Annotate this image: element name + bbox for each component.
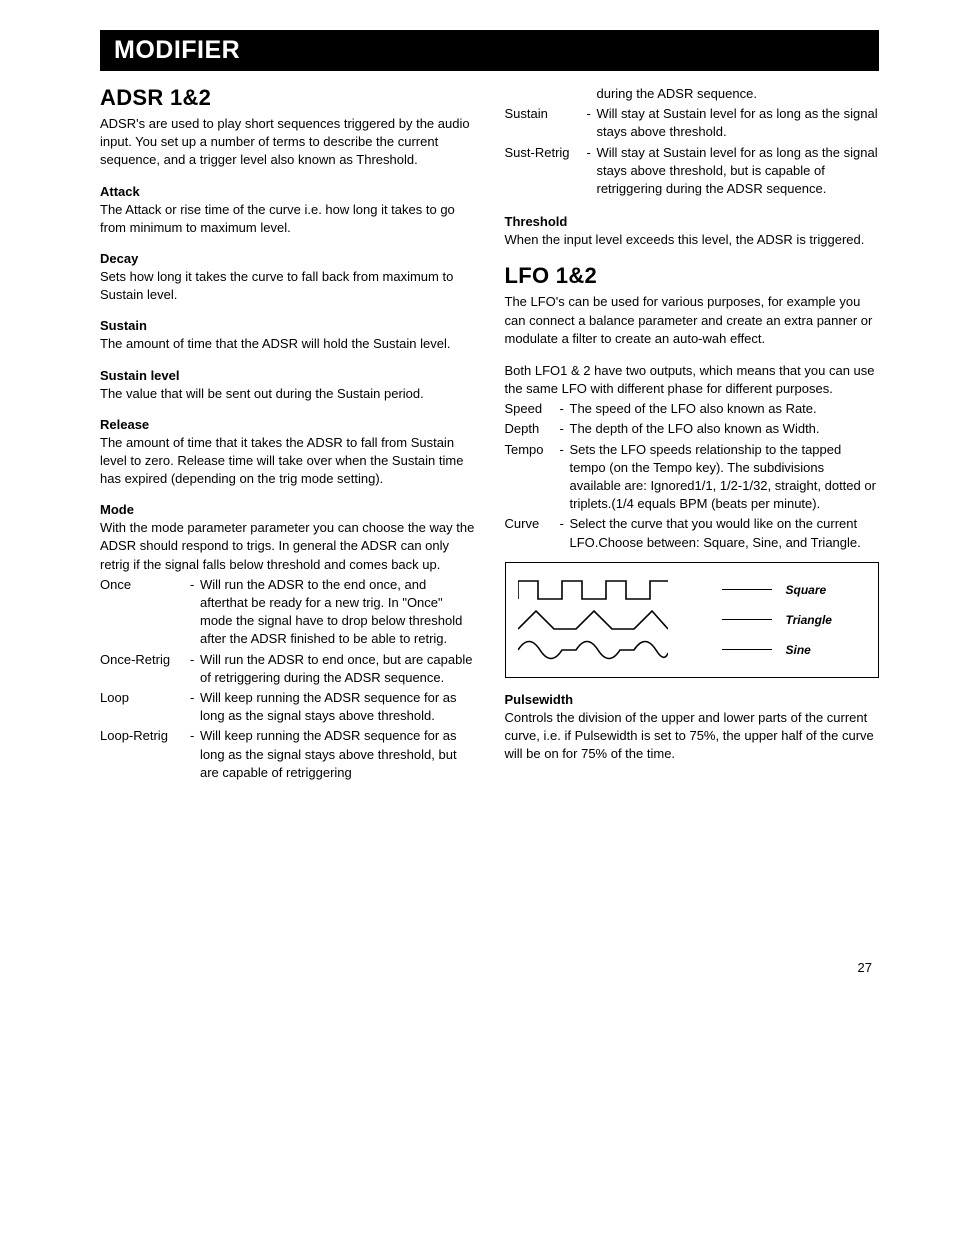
term-body: The amount of time that the ADSR will ho…	[100, 335, 475, 353]
dash: -	[587, 144, 597, 201]
term-body: The amount of time that it takes the ADS…	[100, 434, 475, 489]
dash: -	[560, 515, 570, 553]
term-body: With the mode parameter parameter you ca…	[100, 519, 475, 574]
wave-label: Triangle	[786, 613, 832, 627]
mode-row: Loop - Will keep running the ADSR sequen…	[100, 689, 475, 727]
mode-key: Once	[100, 576, 190, 651]
param-key: Tempo	[505, 441, 560, 516]
mode-key	[505, 85, 587, 105]
dash: -	[190, 689, 200, 727]
param-val: The depth of the LFO also known as Width…	[570, 420, 880, 440]
mode-list-cont: - during the ADSR sequence. Sustain - Wi…	[505, 85, 880, 200]
lfo-param-list: Speed - The speed of the LFO also known …	[505, 400, 880, 554]
mode-row: - during the ADSR sequence.	[505, 85, 880, 105]
param-key: Speed	[505, 400, 560, 420]
term-body: The Attack or rise time of the curve i.e…	[100, 201, 475, 237]
mode-key: Sustain	[505, 105, 587, 143]
mode-list: Once - Will run the ADSR to the end once…	[100, 576, 475, 784]
square-wave-icon	[518, 577, 668, 603]
dash: -	[587, 105, 597, 143]
term-title: Release	[100, 417, 475, 432]
wave-row-sine: Sine	[518, 637, 867, 663]
term-title: Threshold	[505, 214, 880, 229]
mode-key: Loop	[100, 689, 190, 727]
waveform-diagram: Square Triangle Sine	[505, 562, 880, 678]
param-key: Curve	[505, 515, 560, 553]
term-title: Pulsewidth	[505, 692, 880, 707]
term-body: Controls the division of the upper and l…	[505, 709, 880, 764]
manual-page: MODIFIER ADSR 1&2 ADSR's are used to pla…	[0, 0, 954, 1235]
triangle-wave-icon	[518, 607, 668, 633]
term-title: Mode	[100, 502, 475, 517]
term-attack: Attack The Attack or rise time of the cu…	[100, 184, 475, 237]
mode-row: Loop-Retrig - Will keep running the ADSR…	[100, 727, 475, 784]
sine-wave-icon	[518, 637, 668, 663]
section-banner: MODIFIER	[100, 30, 879, 71]
mode-key: Sust-Retrig	[505, 144, 587, 201]
param-row: Tempo - Sets the LFO speeds relationship…	[505, 441, 880, 516]
wave-row-square: Square	[518, 577, 867, 603]
term-title: Sustain level	[100, 368, 475, 383]
term-body: The value that will be sent out during t…	[100, 385, 475, 403]
dash: -	[190, 576, 200, 651]
mode-val: Will keep running the ADSR sequence for …	[200, 727, 475, 784]
right-column: - during the ADSR sequence. Sustain - Wi…	[505, 85, 880, 784]
term-decay: Decay Sets how long it takes the curve t…	[100, 251, 475, 304]
param-row: Depth - The depth of the LFO also known …	[505, 420, 880, 440]
term-body: When the input level exceeds this level,…	[505, 231, 880, 249]
dash: -	[190, 651, 200, 689]
wave-row-triangle: Triangle	[518, 607, 867, 633]
term-sustain: Sustain The amount of time that the ADSR…	[100, 318, 475, 353]
term-title: Decay	[100, 251, 475, 266]
lfo-heading: LFO 1&2	[505, 263, 880, 289]
mode-row: Once - Will run the ADSR to the end once…	[100, 576, 475, 651]
term-pulsewidth: Pulsewidth Controls the division of the …	[505, 692, 880, 764]
wave-label: Sine	[786, 643, 811, 657]
mode-val: Will stay at Sustain level for as long a…	[597, 144, 880, 201]
mode-row: Once-Retrig - Will run the ADSR to end o…	[100, 651, 475, 689]
lfo-intro-2: Both LFO1 & 2 have two outputs, which me…	[505, 362, 880, 398]
term-body: Sets how long it takes the curve to fall…	[100, 268, 475, 304]
dash: -	[560, 441, 570, 516]
divider-line	[722, 619, 772, 620]
page-number: 27	[858, 960, 872, 975]
mode-key: Loop-Retrig	[100, 727, 190, 784]
mode-val: Will run the ADSR to the end once, and a…	[200, 576, 475, 651]
lfo-intro-1: The LFO's can be used for various purpos…	[505, 293, 880, 348]
mode-val: Will stay at Sustain level for as long a…	[597, 105, 880, 143]
term-sustain-level: Sustain level The value that will be sen…	[100, 368, 475, 403]
adsr-heading: ADSR 1&2	[100, 85, 475, 111]
mode-row: Sustain - Will stay at Sustain level for…	[505, 105, 880, 143]
mode-val: during the ADSR sequence.	[597, 85, 880, 105]
param-val: The speed of the LFO also known as Rate.	[570, 400, 880, 420]
left-column: ADSR 1&2 ADSR's are used to play short s…	[100, 85, 475, 784]
dash: -	[190, 727, 200, 784]
term-release: Release The amount of time that it takes…	[100, 417, 475, 489]
two-column-layout: ADSR 1&2 ADSR's are used to play short s…	[100, 85, 879, 784]
mode-val: Will run the ADSR to end once, but are c…	[200, 651, 475, 689]
dash: -	[560, 420, 570, 440]
param-val: Sets the LFO speeds relationship to the …	[570, 441, 880, 516]
term-title: Attack	[100, 184, 475, 199]
mode-val: Will keep running the ADSR sequence for …	[200, 689, 475, 727]
mode-row: Sust-Retrig - Will stay at Sustain level…	[505, 144, 880, 201]
term-threshold: Threshold When the input level exceeds t…	[505, 214, 880, 249]
divider-line	[722, 589, 772, 590]
adsr-intro: ADSR's are used to play short sequences …	[100, 115, 475, 170]
term-title: Sustain	[100, 318, 475, 333]
param-row: Speed - The speed of the LFO also known …	[505, 400, 880, 420]
wave-label: Square	[786, 583, 827, 597]
divider-line	[722, 649, 772, 650]
term-mode: Mode With the mode parameter parameter y…	[100, 502, 475, 574]
dash: -	[560, 400, 570, 420]
param-val: Select the curve that you would like on …	[570, 515, 880, 553]
param-key: Depth	[505, 420, 560, 440]
param-row: Curve - Select the curve that you would …	[505, 515, 880, 553]
mode-key: Once-Retrig	[100, 651, 190, 689]
